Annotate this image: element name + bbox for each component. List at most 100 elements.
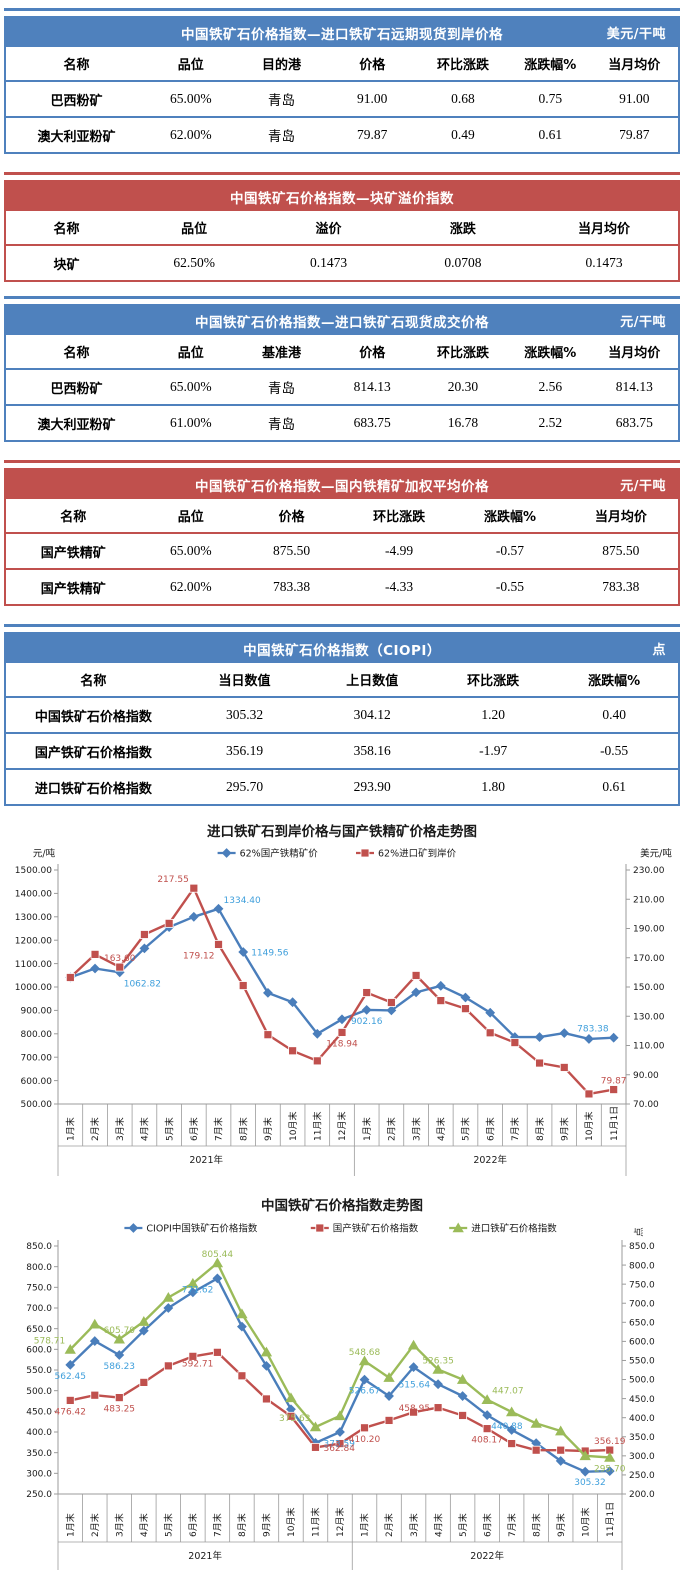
cell: 62.00% (169, 579, 212, 594)
column-header: 涨跌 (449, 222, 476, 237)
column-header: 溢价 (315, 222, 342, 237)
month-tick-label: 9月末 (261, 1513, 273, 1537)
left-tick-label: 1200.00 (15, 936, 52, 946)
data-label: 305.32 (574, 1478, 606, 1488)
left-tick-label: 800.00 (21, 1030, 53, 1040)
column-header: 环比涨跌 (467, 674, 520, 689)
cell: 澳大利亚粉矿 (37, 417, 116, 433)
legend-label: 62%进口矿到岸价 (378, 848, 457, 860)
right-tick-label: 230.00 (633, 866, 665, 876)
month-tick-label: 1月末 (64, 1513, 76, 1537)
left-tick-label: 350.0 (26, 1449, 52, 1459)
chart-background (0, 820, 684, 1186)
table-body: 中国铁矿石价格指数（CIOPI） 点名称 当日数值 上日数值 环比涨跌 涨跌幅% 中国铁矿石… (4, 632, 680, 806)
cell: 1.80 (481, 779, 505, 794)
table-title-band: 中国铁矿石价格指数—进口铁矿石现货成交价格 元/干吨 (6, 306, 678, 335)
cell: 61.00% (169, 415, 212, 430)
cell: -0.55 (495, 579, 525, 594)
data-label: 592.71 (182, 1359, 214, 1369)
left-tick-label: 600.0 (26, 1346, 52, 1356)
series-0 (65, 903, 619, 1044)
cell: 0.1473 (309, 255, 348, 270)
data-labels: 562.45 586.23 771.62 373.59 526.67 515.64 440.… (34, 1250, 626, 1488)
table-row: 块矿 62.50% 0.1473 0.0708 0.1473 (6, 244, 678, 280)
column-header: 当月均价 (608, 346, 661, 361)
column-header: 名称 (63, 58, 90, 73)
left-tick-label: 1000.00 (15, 983, 52, 993)
data-label: 356.19 (594, 1437, 626, 1447)
data-label: 1062.82 (124, 979, 161, 989)
month-tick-label: 11月末 (310, 1508, 322, 1537)
table-top-rule (4, 624, 680, 627)
right-tick-label: 500.0 (629, 1376, 655, 1386)
month-tick-label: 2月末 (89, 1117, 101, 1141)
cell: 巴西粉矿 (50, 93, 103, 109)
right-tick-label: 200.0 (629, 1490, 655, 1500)
price-table-5: 中国铁矿石价格指数（CIOPI） 点名称 当日数值 上日数值 环比涨跌 涨跌幅% 中国铁矿石… (4, 624, 680, 806)
cell: 65.00% (169, 543, 212, 558)
right-axis-unit: 点 (634, 1227, 645, 1237)
cell: 国产铁矿石价格指数 (34, 745, 152, 761)
cell: 875.50 (602, 543, 640, 558)
left-tick-label: 450.0 (26, 1408, 52, 1418)
left-tick-label: 550.0 (26, 1366, 52, 1376)
chart-legend: CIOPI中国铁矿石价格指数 国产铁矿石价格指数 进口铁矿石价格指数 (124, 1223, 557, 1235)
month-tick-label: 10月末 (583, 1112, 595, 1141)
table-title-band: 中国铁矿石价格指数（CIOPI） 点 (6, 634, 678, 663)
month-tick-label: 2月末 (89, 1513, 101, 1537)
month-tick-label: 6月末 (481, 1513, 493, 1537)
data-label: 771.62 (182, 1285, 214, 1295)
left-tick-label: 700.0 (26, 1304, 52, 1314)
column-header: 价格 (359, 346, 386, 361)
right-tick-label: 700.0 (629, 1299, 655, 1309)
table-top-rule (4, 8, 680, 11)
cell: 0.1473 (585, 255, 623, 270)
right-tick-label: 300.0 (629, 1452, 655, 1462)
series-0 (65, 1273, 615, 1477)
data-label: 902.16 (351, 1017, 383, 1027)
table-unit-label: 美元/干吨 (606, 27, 666, 42)
left-tick-label: 1300.00 (15, 913, 52, 923)
cell: 国产铁精矿 (40, 545, 106, 561)
data-label: 373.59 (323, 1439, 355, 1449)
left-tick-label: 650.0 (26, 1325, 52, 1335)
cell: 65.00% (169, 379, 212, 394)
column-header: 上日数值 (346, 674, 399, 689)
cell: 0.49 (451, 127, 475, 142)
table-header-row: 名称 品位 基准港 价格 环比涨跌 涨跌幅% 当月均价 (6, 335, 678, 368)
left-tick-label: 750.0 (26, 1284, 52, 1294)
cell: 62.00% (169, 127, 212, 142)
legend-label: 进口铁矿石价格指数 (471, 1223, 557, 1235)
right-tick-label: 800.0 (629, 1261, 655, 1271)
left-tick-label: 500.0 (26, 1387, 52, 1397)
cell: 79.87 (619, 127, 650, 142)
column-header: 名称 (63, 346, 90, 361)
price-table-3: 中国铁矿石价格指数—进口铁矿石现货成交价格 元/干吨 名称 品位 基准港 价格 环比涨跌 涨跌… (4, 296, 680, 442)
ciopi-index-trend-chart-svg: 中国铁矿石价格指数走势图 CIOPI中国铁矿石价格指数 国产铁矿石价格指数 进口铁矿石… (0, 1190, 684, 1574)
year-group-label: 2022年 (470, 1550, 504, 1562)
right-tick-label: 550.0 (629, 1357, 655, 1367)
cell: -4.99 (385, 543, 414, 558)
month-tick-label: 3月末 (408, 1513, 420, 1537)
cell: 683.75 (353, 415, 391, 430)
chart-legend: 62%国产铁精矿价 62%进口矿到岸价 (217, 848, 457, 860)
month-tick-label: 5月末 (460, 1117, 472, 1141)
table-row: 国产铁精矿 62.00% 783.38 -4.33 -0.55 783.38 (6, 568, 678, 604)
series-2 (64, 1257, 616, 1462)
table-body: 中国铁矿石价格指数—国内铁精矿加权平均价格 元/干吨 名称 品位 价格 环比涨跌 涨跌幅% 当… (4, 468, 680, 606)
cell: 0.75 (538, 91, 563, 106)
data-label: 515.64 (399, 1381, 431, 1391)
table-unit-label: 元/干吨 (620, 315, 666, 330)
cell: 305.32 (225, 707, 264, 722)
column-header: 品位 (177, 346, 204, 361)
cell: -4.33 (385, 579, 414, 594)
cell: 814.13 (615, 379, 653, 394)
cell: 0.61 (538, 127, 563, 142)
month-tick-label: 9月末 (558, 1117, 570, 1141)
table-row: 澳大利亚粉矿 62.00% 青岛 79.87 0.49 0.61 79.87 (6, 116, 678, 152)
column-header: 价格 (359, 58, 386, 73)
cell: 358.16 (353, 743, 391, 758)
right-tick-label: 650.0 (629, 1319, 655, 1329)
month-tick-label: 9月末 (555, 1513, 567, 1537)
data-label: 163.60 (104, 954, 136, 964)
